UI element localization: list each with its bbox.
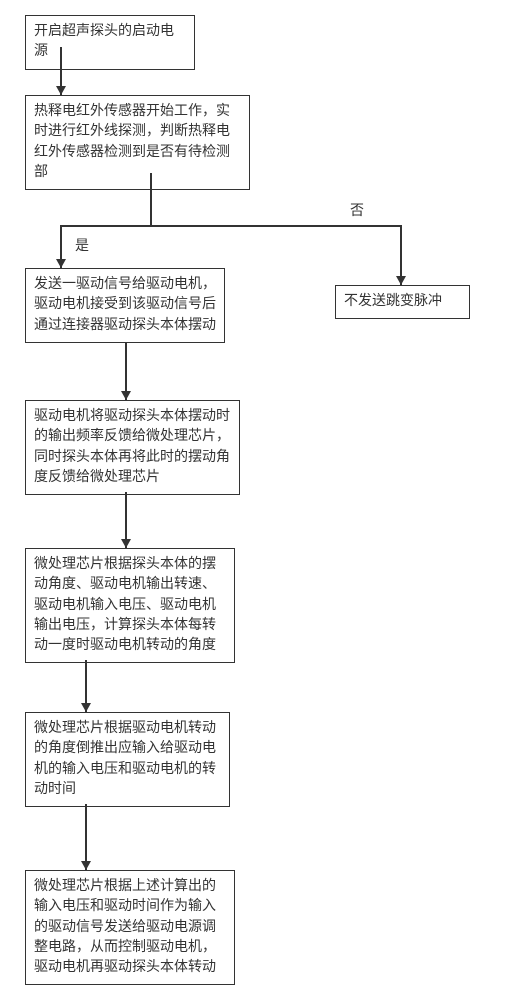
flowchart-node-n6: 微处理芯片根据驱动电机转动的角度倒推出应输入给驱动电机的输入电压和驱动电机的转动… [25, 712, 230, 807]
flowchart-arrowhead-7 [81, 703, 91, 712]
flowchart-node-n_reject: 不发送跳变脉冲 [335, 285, 470, 319]
flowchart-arrowhead-6 [121, 539, 131, 548]
flowchart-node-n7: 微处理芯片根据上述计算出的输入电压和驱动时间作为输入的驱动信号发送给驱动电源调整… [25, 870, 235, 985]
flowchart-node-n4: 驱动电机将驱动探头本体摆动时的输出频率反馈给微处理芯片，同时探头本体再将此时的摆… [25, 400, 240, 495]
flowchart-arrowhead-0 [56, 86, 66, 95]
flowchart-container: 开启超声探头的启动电源热释电红外传感器开始工作，实时进行红外线探测，判断热释电红… [0, 0, 506, 1000]
flowchart-arrowhead-4 [396, 276, 406, 285]
flowchart-edge-label-3: 否 [350, 200, 364, 220]
flowchart-edge-3 [60, 225, 400, 227]
flowchart-edge-label-2: 是 [75, 235, 89, 255]
flowchart-node-n2: 热释电红外传感器开始工作，实时进行红外线探测，判断热释电红外传感器检测到是否有待… [25, 95, 250, 190]
flowchart-edge-1 [150, 173, 152, 225]
flowchart-node-n3: 发送一驱动信号给驱动电机，驱动电机接受到该驱动信号后通过连接器驱动探头本体摆动 [25, 268, 225, 343]
flowchart-arrowhead-8 [81, 861, 91, 870]
flowchart-arrowhead-5 [121, 391, 131, 400]
flowchart-node-n1: 开启超声探头的启动电源 [25, 15, 195, 70]
flowchart-node-n5: 微处理芯片根据探头本体的摆动角度、驱动电机输出转速、驱动电机输入电压、驱动电机输… [25, 548, 235, 663]
flowchart-arrowhead-2 [56, 259, 66, 268]
